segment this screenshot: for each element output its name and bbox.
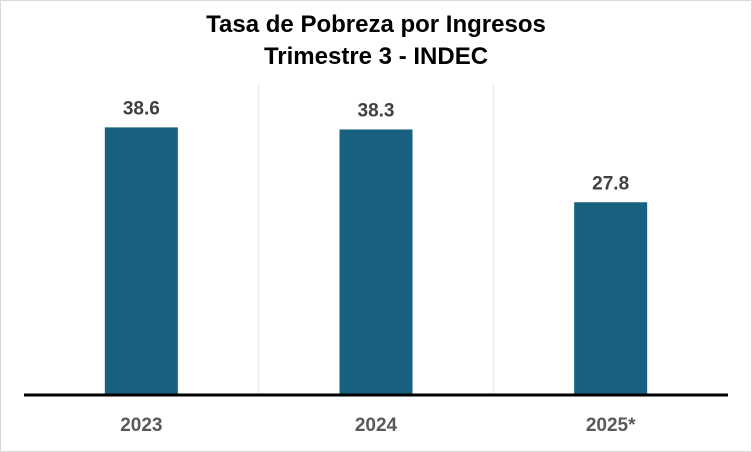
data-label-1: 38.3 xyxy=(358,100,395,121)
bar-2 xyxy=(574,202,648,395)
chart-title: Tasa de Pobreza por Ingresos xyxy=(206,11,546,38)
x-tick-label-1: 2024 xyxy=(355,415,398,436)
x-tick-label-0: 2023 xyxy=(120,415,162,436)
bar-1 xyxy=(339,129,413,395)
data-label-2: 27.8 xyxy=(592,173,629,194)
data-label-0: 38.6 xyxy=(123,98,160,119)
chart-subtitle: Trimestre 3 - INDEC xyxy=(263,43,489,70)
bar-0 xyxy=(104,127,178,395)
chart-title-block: Tasa de Pobreza por Ingresos Trimestre 3… xyxy=(1,9,751,73)
x-tick-label-2: 2025* xyxy=(586,415,636,436)
